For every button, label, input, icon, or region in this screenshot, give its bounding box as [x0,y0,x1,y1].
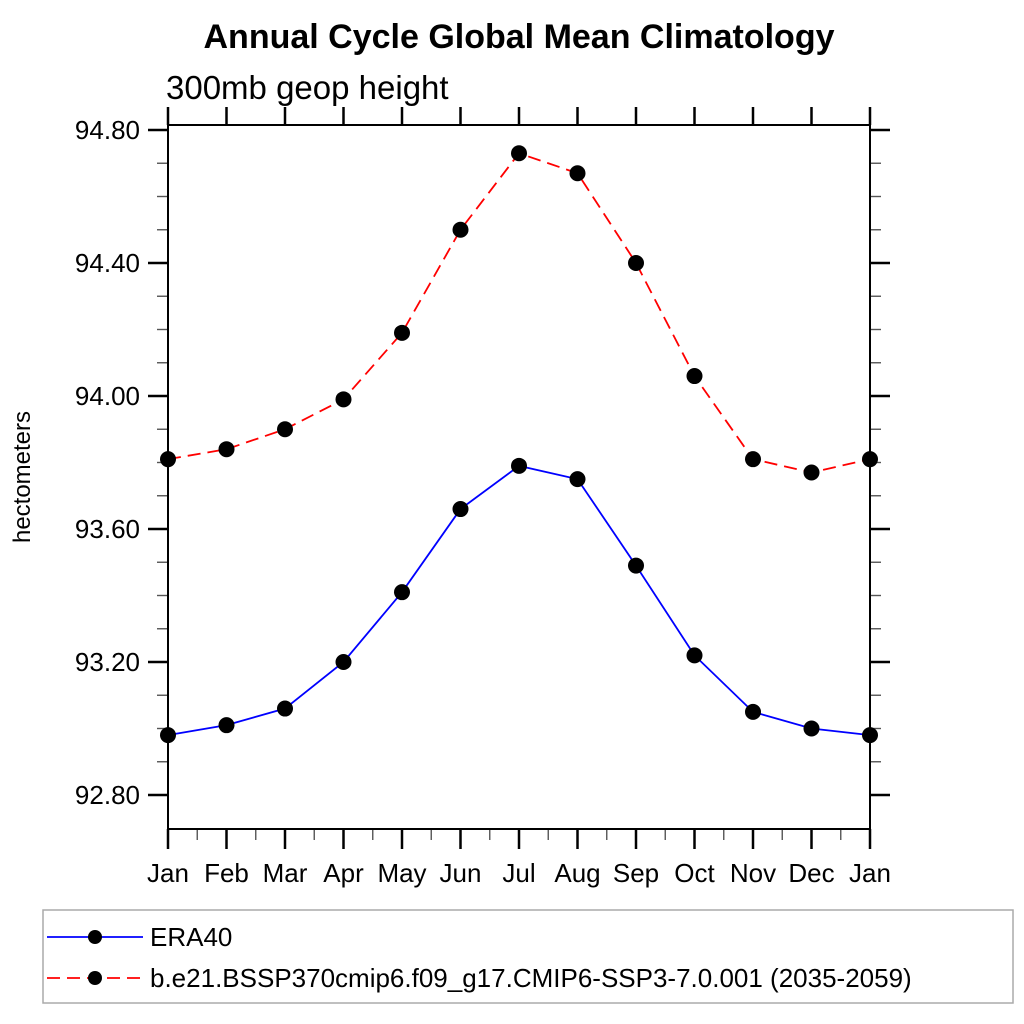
x-tick-label-month: Dec [788,858,834,888]
data-point [160,727,176,744]
data-point [335,391,352,408]
y-tick-label: 93.60 [75,514,140,544]
legend-marker-dot [88,930,102,944]
legend-marker-dot [88,971,102,985]
legend-label: ERA40 [150,922,232,952]
data-point [394,324,410,341]
chart-subtitle: 300mb geop height [166,69,449,106]
series-line-era40 [167,464,871,737]
data-point [862,451,878,468]
y-tick-label: 94.80 [75,115,140,145]
x-tick-label-month: Jan [147,858,189,888]
y-axis-title: hectometers [9,411,36,543]
series-line-model [167,152,871,474]
data-point [803,464,820,481]
x-tick-label-month: Aug [554,858,600,888]
x-tick-label-month: May [377,858,426,888]
data-point [745,703,761,720]
data-point [394,584,410,601]
x-tick-label-month: Jan [849,858,891,888]
data-point [452,221,469,238]
data-point [277,421,293,438]
x-tick-label-month: Jul [502,858,535,888]
data-point [628,557,644,574]
data-point [686,368,703,385]
x-tick-label-month: Apr [323,858,364,888]
data-point [218,441,235,458]
data-point [160,451,176,468]
data-point [569,165,586,182]
data-point [628,255,644,271]
data-point [686,647,703,664]
data-point [277,700,293,717]
data-point [803,720,820,737]
data-point [569,471,586,488]
data-point [335,654,352,670]
y-tick-label: 94.00 [75,381,140,411]
data-point [218,717,235,734]
y-tick-label: 92.80 [75,780,140,810]
x-tick-label-month: Jun [440,858,482,888]
legend-label: b.e21.BSSP370cmip6.f09_g17.CMIP6-SSP3-7.… [150,963,912,993]
x-tick-label-month: Oct [674,858,715,888]
x-tick-label-month: Mar [263,858,308,888]
y-tick-label: 93.20 [75,647,140,677]
plot-frame [167,124,871,830]
data-point [511,457,527,474]
x-tick-label-month: Nov [730,858,776,888]
y-tick-label: 94.40 [75,248,140,278]
chart-title: Annual Cycle Global Mean Climatology [204,18,835,56]
data-point [452,501,469,518]
legend-box [42,909,1014,1004]
x-tick-label-month: Feb [204,858,249,888]
data-point [862,727,878,744]
data-point [745,451,761,468]
data-point [511,145,527,162]
x-tick-label-month: Sep [613,858,659,888]
